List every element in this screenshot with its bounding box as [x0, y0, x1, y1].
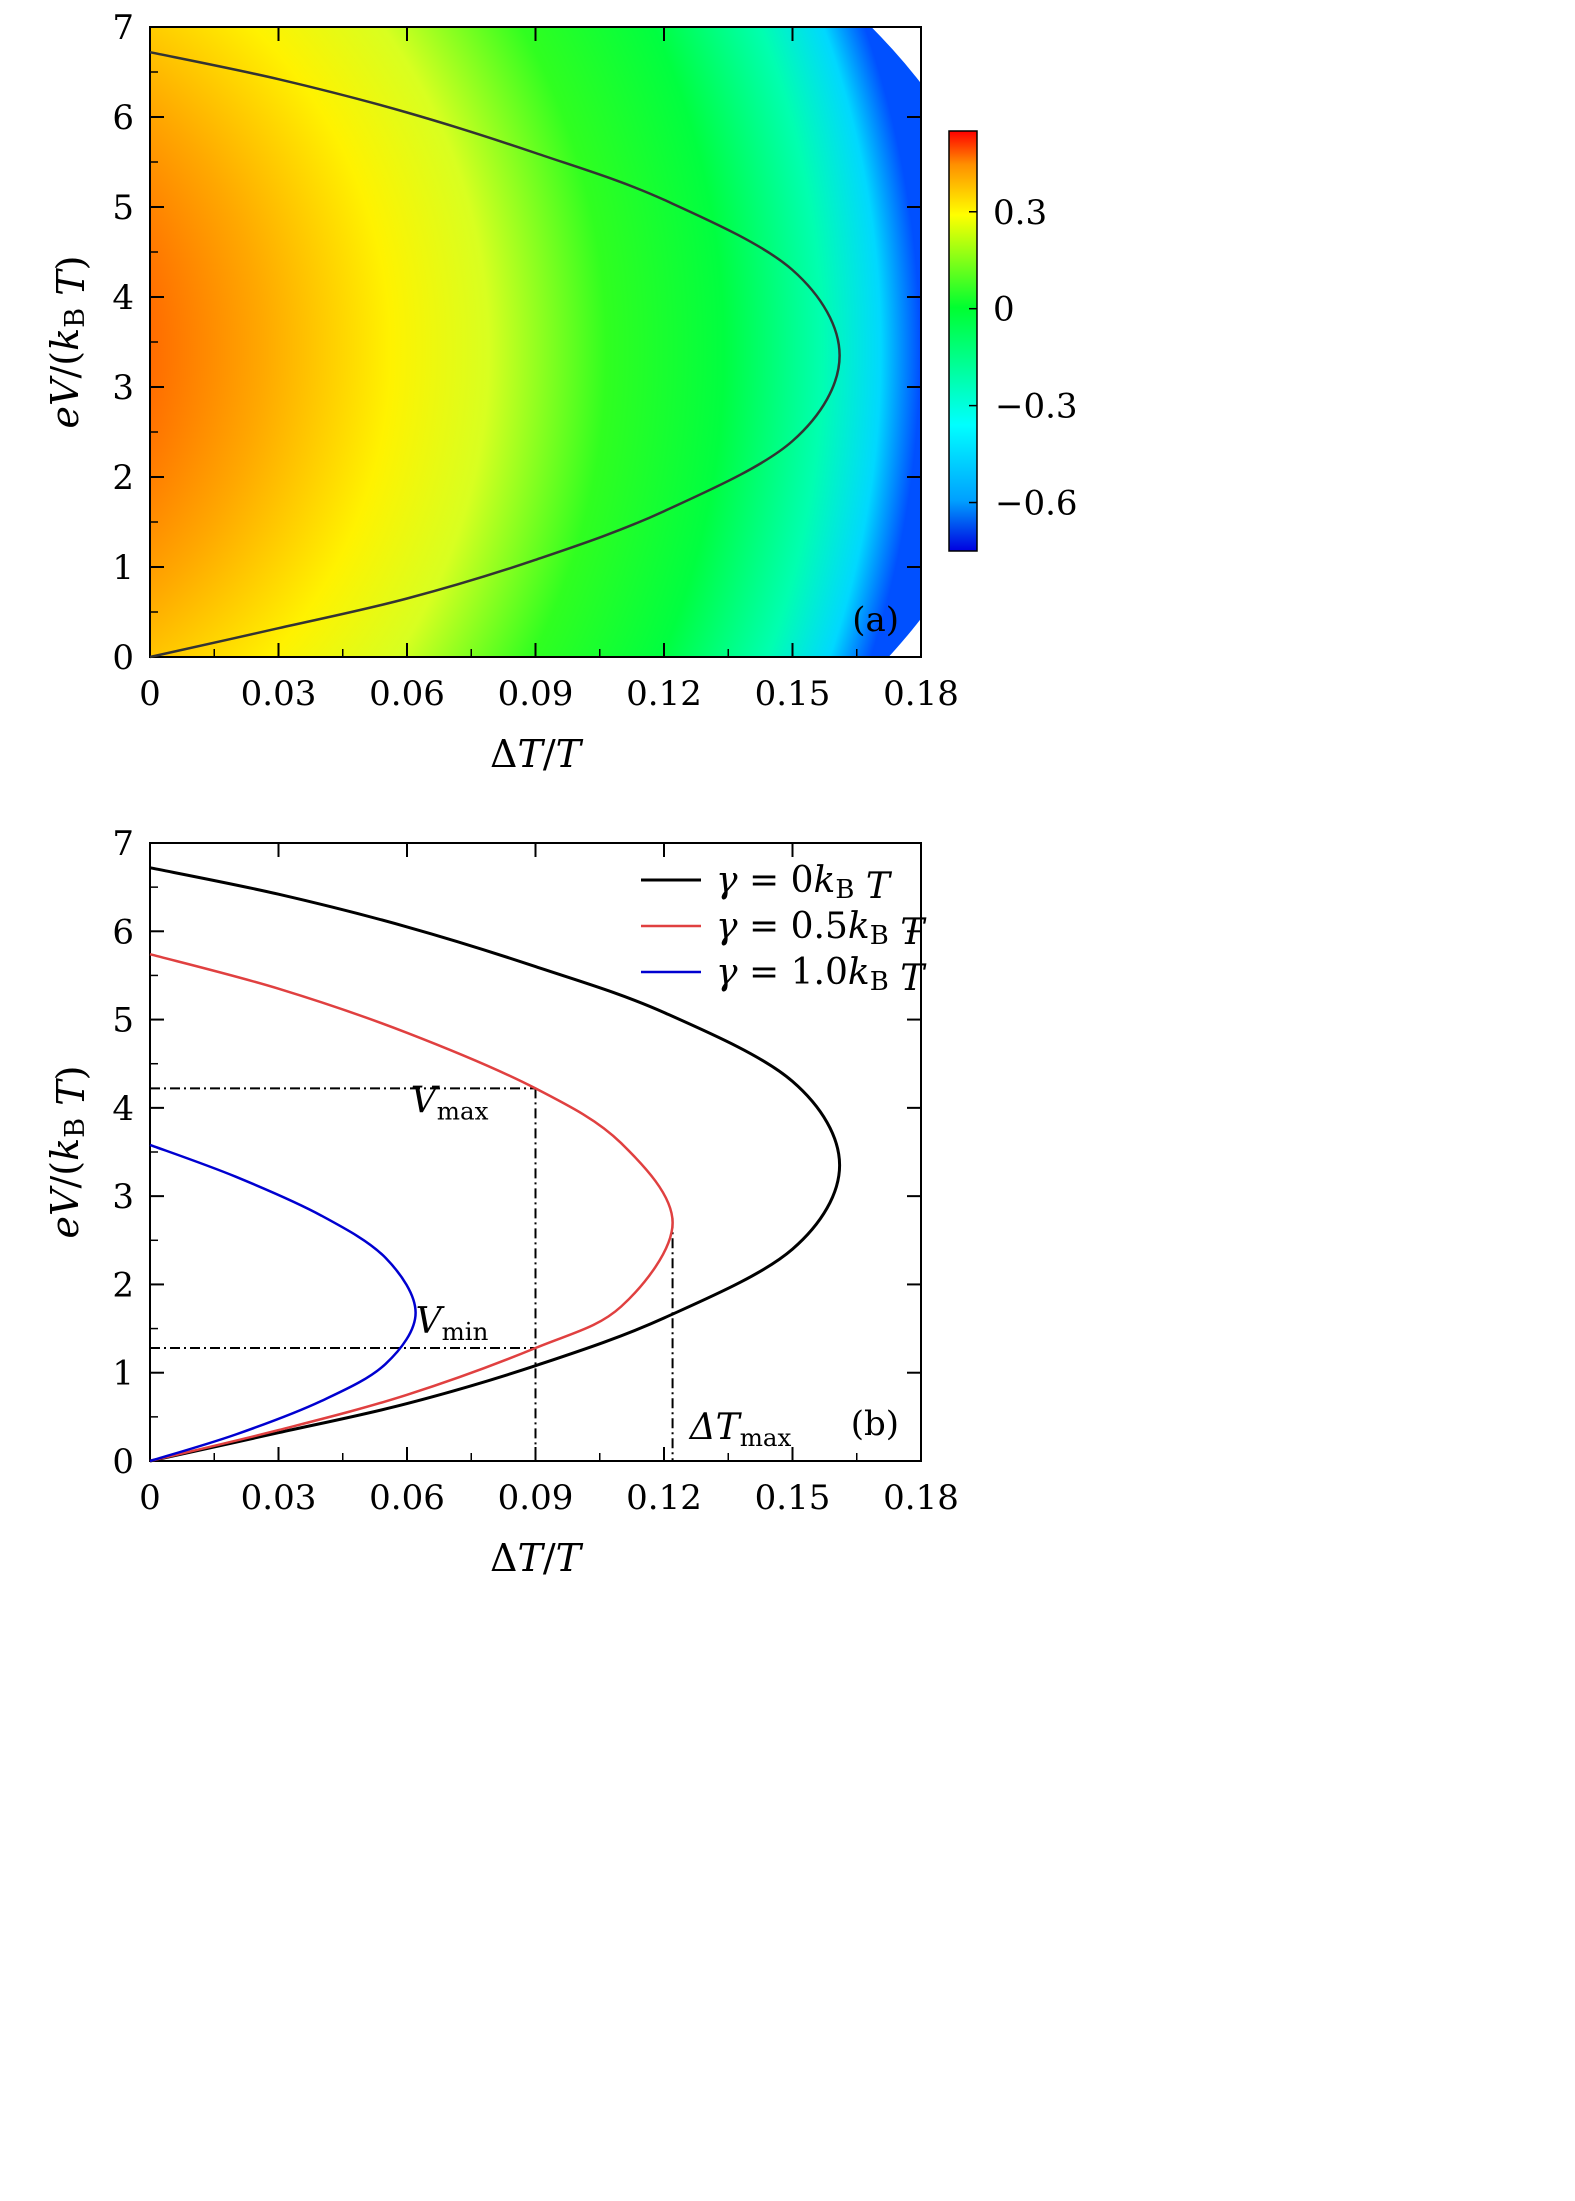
y-tick-label: 7	[112, 8, 134, 48]
legend-label: γ = 0.5kB T	[716, 906, 927, 953]
x-tick-label: 0.06	[369, 1478, 445, 1518]
y-tick-label: 3	[112, 368, 134, 408]
x-axis-label: ΔT/T	[490, 732, 584, 776]
x-tick-label: 0.15	[755, 674, 831, 714]
legend-label: γ = 1.0kB T	[716, 952, 927, 999]
y-tick-label: 1	[112, 548, 134, 588]
y-tick-label: 3	[112, 1177, 134, 1217]
colorbar-tick-label: 0	[993, 290, 1015, 330]
series-line	[150, 954, 673, 1461]
x-tick-label: 0.03	[241, 1478, 317, 1518]
x-tick-label: 0	[139, 1478, 161, 1518]
legend-label: γ = 0kB T	[716, 860, 893, 907]
y-tick-label: 4	[112, 1089, 134, 1129]
series-line	[150, 1145, 416, 1461]
panel-label-b: (b)	[851, 1404, 899, 1444]
colorbar-tick-label: 0.3	[993, 193, 1047, 233]
x-tick-label: 0.03	[241, 674, 317, 714]
panel-b-line-chart: 0 0.03 0.06 0.09 0.12 0.15 0.18 0 1 2 3 4 5 6 7 ΔT/T eV/…	[43, 824, 959, 1580]
y-axis-label: eV/(kB T)	[43, 255, 93, 428]
colorbar-tick-label: −0.3	[995, 387, 1078, 427]
y-tick-label: 5	[112, 188, 134, 228]
annotation-label: Vmax	[411, 1080, 489, 1125]
y-tick-label: 6	[112, 912, 134, 952]
y-tick-label: 0	[112, 638, 134, 678]
colorbar-tick-label: −0.6	[995, 484, 1078, 524]
y-tick-label: 7	[112, 824, 134, 864]
y-axis-label: eV/(kB T)	[43, 1065, 93, 1238]
y-tick-label: 2	[112, 1265, 134, 1305]
x-tick-label: 0.12	[626, 674, 702, 714]
x-tick-label: 0.12	[626, 1478, 702, 1518]
x-tick-label: 0.15	[755, 1478, 831, 1518]
y-tick-label: 0	[112, 1442, 134, 1482]
annotation-label: Vmin	[416, 1301, 489, 1346]
x-tick-label: 0	[139, 674, 161, 714]
x-tick-label: 0.09	[498, 1478, 574, 1518]
y-tick-label: 1	[112, 1354, 134, 1394]
y-tick-label: 6	[112, 98, 134, 138]
y-tick-label: 4	[112, 278, 134, 318]
x-tick-label: 0.18	[883, 674, 959, 714]
y-tick-label: 2	[112, 458, 134, 498]
x-tick-label: 0.06	[369, 674, 445, 714]
colorbar	[949, 131, 977, 551]
y-tick-label: 5	[112, 1001, 134, 1041]
x-tick-label: 0.09	[498, 674, 574, 714]
x-tick-label: 0.18	[883, 1478, 959, 1518]
panel-label-a: (a)	[852, 600, 899, 640]
x-axis-label: ΔT/T	[490, 1536, 584, 1580]
figure: 0 0.03 0.06 0.09 0.12 0.15 0.18 0 1 2 3 4 5 6 7 ΔT/T eV/…	[0, 0, 1575, 2201]
annotation-label: ΔTmax	[688, 1407, 792, 1452]
